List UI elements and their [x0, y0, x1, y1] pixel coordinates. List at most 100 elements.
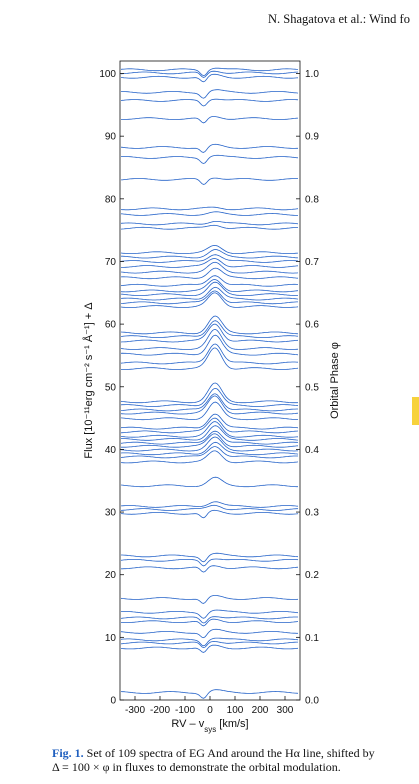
y-tick-label-10: 10: [105, 633, 117, 644]
phase-tick-label-0.9: 0.9: [305, 132, 319, 143]
spectrum-line-13: [120, 509, 299, 519]
y-tick-label-70: 70: [105, 257, 117, 268]
spectrum-line-39: [120, 292, 299, 308]
spectrum-line-59: [120, 98, 299, 107]
spectrum-line-54: [120, 206, 299, 211]
running-head: N. Shagatova et al.: Wind fo: [268, 12, 410, 26]
spectra-figure: 0 10 20 30 40 50 60 70 80 90 100 0.0 0.1 0.2 0.3 0.4 0.5…: [0, 40, 419, 740]
spectrum-line-50: [120, 244, 299, 254]
spectrum-line-8: [121, 609, 299, 619]
spectrum-line-25: [120, 417, 299, 434]
y-tick-label-40: 40: [105, 445, 117, 456]
phase-tick-label-0.0: 0.0: [305, 696, 319, 707]
spectrum-line-36: [120, 323, 299, 343]
spectrum-line-61: [120, 73, 299, 83]
x-tick-label--300: -300: [125, 705, 145, 716]
caption-line-2: Δ = 100 × φ in fluxes to demonstrate the…: [52, 760, 341, 774]
spectrum-line-38: [120, 315, 299, 335]
x-tick-label-300: 300: [277, 705, 294, 716]
spectrum-line-11: [120, 558, 299, 567]
spectrum-line-43: [120, 279, 299, 293]
x-axis-title: RV – vsys [km/s]: [171, 718, 248, 734]
x-tick-label-0: 0: [207, 705, 213, 716]
spectrum-line-17: [120, 450, 299, 464]
spectrum-line-42: [120, 281, 298, 296]
spectrum-line-24: [120, 421, 299, 438]
page-highlight-mark: [412, 397, 419, 425]
spectrum-line-46: [120, 261, 299, 274]
spectrum-line-40: [120, 290, 298, 305]
y-tick-label-30: 30: [105, 508, 117, 519]
spectrum-line-5: [120, 628, 298, 639]
spectrum-line-30: [120, 387, 299, 407]
spectrum-line-22: [120, 430, 299, 445]
spectrum-line-19: [120, 441, 299, 456]
spectrum-line-63: [120, 67, 299, 77]
phase-tick-label-0.8: 0.8: [305, 194, 319, 205]
spectrum-line-3: [120, 641, 298, 649]
phase-tick-label-0.4: 0.4: [305, 445, 319, 456]
spectrum-line-47: [121, 258, 299, 268]
phase-tick-label-0.3: 0.3: [305, 508, 319, 519]
spectrum-line-12: [121, 552, 299, 563]
spectrum-line-57: [120, 143, 298, 153]
spectrum-line-55: [120, 177, 298, 185]
spectrum-line-26: [120, 413, 299, 430]
spectrum-line-58: [121, 116, 299, 124]
spectrum-line-56: [121, 154, 299, 164]
y-tick-label-100: 100: [99, 69, 116, 80]
phase-tick-label-0.7: 0.7: [305, 257, 319, 268]
spectrum-line-45: [120, 267, 299, 280]
spectrum-line-32: [121, 347, 299, 370]
x-tick-label--100: -100: [175, 705, 195, 716]
spectrum-line-27: [120, 401, 298, 421]
phase-tick-label-0.5: 0.5: [305, 382, 319, 393]
spectrum-line-9: [120, 595, 299, 604]
spectrum-line-29: [120, 393, 298, 412]
spectrum-line-49: [121, 249, 299, 259]
spectrum-line-60: [121, 89, 299, 99]
spectrum-line-48: [120, 254, 299, 263]
spectrum-line-51: [120, 224, 298, 230]
spectrum-line-1: [120, 689, 299, 699]
phase-tick-label-0.6: 0.6: [305, 320, 319, 331]
spectrum-line-31: [120, 382, 298, 404]
spectrum-line-15: [120, 501, 299, 508]
y-tick-label-80: 80: [105, 194, 117, 205]
spectrum-line-62: [120, 70, 299, 78]
spectrum-line-41: [120, 286, 299, 301]
phase-tick-label-0.1: 0.1: [305, 633, 319, 644]
spectrum-line-34: [120, 334, 299, 356]
spectrum-line-18: [120, 446, 298, 459]
spectrum-line-23: [120, 425, 299, 441]
spectrum-line-2: [120, 644, 299, 653]
spectrum-line-10: [121, 565, 299, 573]
spectrum-line-35: [120, 329, 299, 350]
figure-label: Fig. 1.: [52, 746, 84, 760]
y-tick-label-20: 20: [105, 570, 117, 581]
phase-tick-label-0.2: 0.2: [305, 570, 319, 581]
x-tick-label-100: 100: [227, 705, 244, 716]
spectrum-line-16: [120, 476, 298, 488]
spectrum-line-37: [120, 320, 299, 338]
spectrum-line-20: [120, 436, 298, 452]
spectrum-line-21: [121, 433, 299, 448]
spectrum-line-4: [120, 637, 299, 647]
spectrum-line-33: [120, 343, 299, 365]
caption-line-1: Set of 109 spectra of EG And around the …: [86, 746, 375, 760]
spectrum-line-53: [120, 211, 298, 216]
x-tick-label-200: 200: [252, 705, 269, 716]
spectrum-line-14: [120, 504, 298, 511]
y-tick-label-90: 90: [105, 132, 117, 143]
spectrum-line-44: [120, 275, 298, 287]
spectra-chart: 0 10 20 30 40 50 60 70 80 90 100 0.0 0.1 0.2 0.3 0.4 0.5…: [82, 60, 341, 734]
y2-axis-title: Orbital Phase φ: [329, 342, 341, 419]
spectrum-line-52: [120, 221, 299, 226]
y-tick-label-60: 60: [105, 320, 117, 331]
figure-caption: Fig. 1. Set of 109 spectra of EG And aro…: [52, 746, 412, 774]
y-tick-label-0: 0: [110, 696, 116, 707]
spectrum-line-7: [120, 616, 298, 624]
spectrum-line-6: [121, 618, 299, 627]
x-tick-label--200: -200: [150, 705, 170, 716]
phase-tick-label-1.0: 1.0: [305, 69, 319, 80]
